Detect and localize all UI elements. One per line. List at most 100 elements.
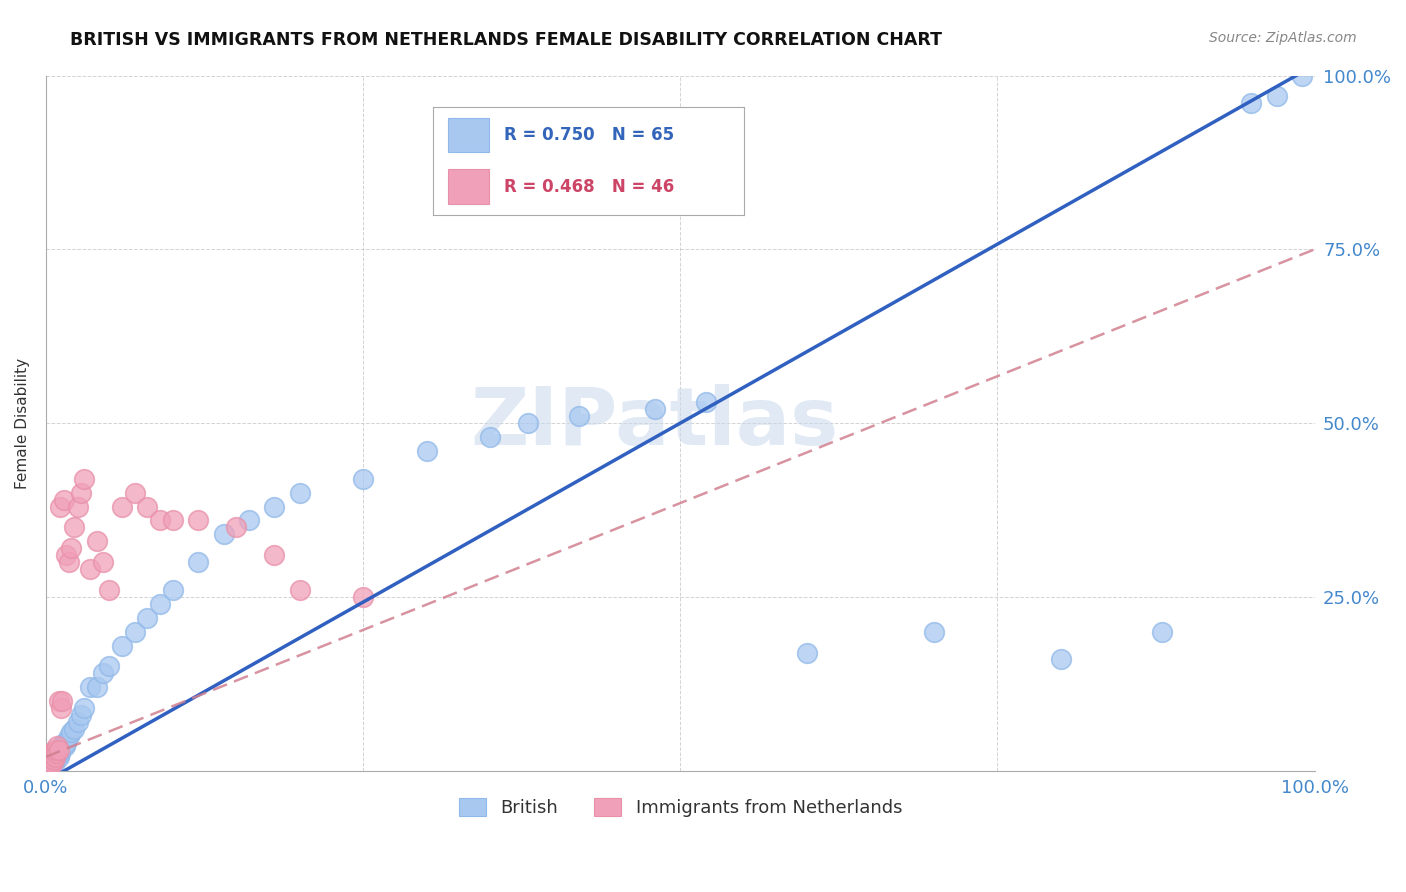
- Point: [42, 748, 65, 763]
- Y-axis label: Female Disability: Female Disability: [15, 358, 30, 489]
- Point: [48, 743, 70, 757]
- Point: [42, 753, 65, 767]
- Point: [58, 729, 80, 743]
- Point: [48, 743, 70, 757]
- Point: [66, 714, 89, 729]
- Point: [63, 722, 86, 736]
- Point: [51, 739, 73, 754]
- Point: [51, 701, 73, 715]
- Point: [46, 751, 69, 765]
- Point: [38, 756, 60, 771]
- Point: [44, 751, 66, 765]
- Point: [79, 562, 101, 576]
- Point: [415, 444, 437, 458]
- Point: [225, 520, 247, 534]
- Point: [212, 527, 235, 541]
- Point: [86, 680, 108, 694]
- Point: [1240, 96, 1263, 111]
- Point: [49, 747, 72, 761]
- Point: [86, 534, 108, 549]
- Point: [37, 753, 59, 767]
- Point: [44, 743, 66, 757]
- Point: [111, 500, 134, 514]
- Point: [644, 402, 666, 417]
- Point: [70, 708, 93, 723]
- Point: [91, 666, 114, 681]
- Point: [39, 751, 62, 765]
- Point: [58, 555, 80, 569]
- Point: [52, 736, 75, 750]
- Point: [79, 680, 101, 694]
- Point: [41, 751, 63, 765]
- Text: Source: ZipAtlas.com: Source: ZipAtlas.com: [1209, 31, 1357, 45]
- Point: [73, 472, 96, 486]
- Point: [39, 753, 62, 767]
- Point: [60, 725, 83, 739]
- Point: [53, 739, 76, 754]
- Point: [48, 694, 70, 708]
- Point: [63, 520, 86, 534]
- Point: [38, 758, 60, 772]
- Point: [162, 513, 184, 527]
- Point: [44, 749, 66, 764]
- Point: [42, 749, 65, 764]
- Text: ZIPatlas: ZIPatlas: [471, 384, 839, 462]
- Point: [98, 582, 121, 597]
- Point: [1291, 69, 1313, 83]
- Point: [479, 430, 502, 444]
- Point: [568, 409, 591, 424]
- Point: [66, 500, 89, 514]
- Point: [51, 743, 73, 757]
- Point: [352, 590, 374, 604]
- Point: [48, 749, 70, 764]
- Point: [39, 749, 62, 764]
- Point: [922, 624, 945, 639]
- Point: [695, 395, 717, 409]
- Point: [263, 500, 285, 514]
- Point: [52, 492, 75, 507]
- Point: [517, 416, 540, 430]
- Point: [38, 747, 60, 761]
- Point: [288, 485, 311, 500]
- Point: [38, 749, 60, 764]
- Point: [149, 513, 172, 527]
- Point: [41, 747, 63, 761]
- Point: [111, 639, 134, 653]
- Point: [55, 736, 77, 750]
- Point: [41, 749, 63, 764]
- Point: [91, 555, 114, 569]
- Point: [37, 760, 59, 774]
- Point: [70, 485, 93, 500]
- Point: [41, 753, 63, 767]
- Point: [49, 743, 72, 757]
- Point: [1152, 624, 1174, 639]
- Point: [45, 747, 67, 761]
- Point: [44, 756, 66, 770]
- Point: [49, 500, 72, 514]
- Point: [162, 582, 184, 597]
- Point: [288, 582, 311, 597]
- Point: [238, 513, 260, 527]
- Point: [136, 611, 159, 625]
- Point: [51, 739, 73, 754]
- Point: [51, 694, 73, 708]
- Point: [60, 541, 83, 556]
- Point: [38, 753, 60, 767]
- Point: [45, 743, 67, 757]
- Point: [55, 548, 77, 562]
- Point: [41, 756, 63, 770]
- Point: [1265, 89, 1288, 103]
- Point: [352, 472, 374, 486]
- Point: [41, 756, 63, 771]
- Point: [38, 753, 60, 767]
- Point: [44, 747, 66, 761]
- Point: [187, 555, 209, 569]
- Point: [98, 659, 121, 673]
- Point: [37, 756, 59, 771]
- Point: [187, 513, 209, 527]
- Point: [38, 756, 60, 771]
- Point: [149, 597, 172, 611]
- Point: [1050, 652, 1073, 666]
- Point: [136, 500, 159, 514]
- Point: [45, 749, 67, 764]
